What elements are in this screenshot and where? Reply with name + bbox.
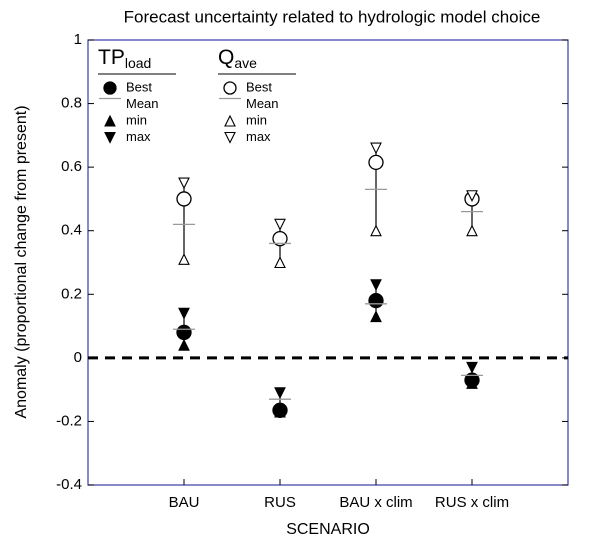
y-axis-label: Anomaly (proportional change from presen… bbox=[13, 105, 30, 418]
plot-frame bbox=[87, 39, 569, 486]
chart-title: Forecast uncertainty related to hydrolog… bbox=[124, 7, 541, 26]
point bbox=[370, 142, 382, 155]
point bbox=[272, 231, 288, 247]
legend-label: Best bbox=[126, 79, 152, 94]
point bbox=[370, 310, 382, 323]
legend-marker bbox=[224, 131, 236, 144]
legend-title: TPload bbox=[98, 46, 151, 71]
point bbox=[178, 177, 190, 190]
point bbox=[466, 190, 478, 202]
point bbox=[274, 256, 286, 269]
point bbox=[368, 292, 384, 309]
legend-title-sub: load bbox=[125, 55, 151, 71]
legend-label: min bbox=[246, 112, 267, 127]
point bbox=[178, 253, 190, 265]
legend-label: Mean bbox=[246, 96, 279, 111]
point bbox=[370, 279, 382, 291]
x-tick-label: BAU x clim bbox=[339, 494, 412, 511]
y-tick-label: 0.8 bbox=[61, 95, 82, 112]
legend-label: Mean bbox=[126, 96, 159, 111]
x-tick-label: BAU bbox=[169, 494, 200, 511]
legend-marker bbox=[224, 114, 236, 127]
legend-title-main: Q bbox=[218, 46, 234, 69]
legend-title-main: TP bbox=[98, 46, 125, 69]
point bbox=[176, 191, 192, 207]
y-tick-label: 1 bbox=[74, 31, 82, 48]
point bbox=[178, 338, 190, 351]
point bbox=[274, 405, 286, 418]
x-axis-label: SCENARIO bbox=[286, 521, 370, 538]
y-tick-label: 0.4 bbox=[61, 222, 82, 239]
point bbox=[370, 224, 382, 237]
point bbox=[274, 387, 286, 400]
y-tick-label: -0.4 bbox=[56, 476, 82, 493]
point bbox=[176, 324, 192, 341]
legend-marker bbox=[104, 114, 116, 127]
legend-marker bbox=[103, 81, 117, 95]
legend-marker bbox=[104, 131, 116, 144]
legend-label: Best bbox=[246, 79, 272, 94]
legend-marker bbox=[223, 81, 237, 95]
x-tick-label: RUS bbox=[264, 494, 296, 511]
y-tick-label: -0.2 bbox=[56, 412, 82, 429]
y-tick-label: 0 bbox=[74, 349, 82, 366]
legend-title: Qave bbox=[218, 46, 257, 71]
legend-label: max bbox=[126, 129, 151, 144]
point bbox=[466, 224, 478, 237]
point bbox=[466, 377, 478, 389]
legend-title-sub: ave bbox=[234, 55, 257, 71]
legend-label: min bbox=[126, 112, 147, 127]
point bbox=[178, 307, 190, 320]
y-tick-label: 0.2 bbox=[61, 285, 82, 302]
point bbox=[466, 361, 478, 374]
point bbox=[368, 154, 384, 171]
legend-label: max bbox=[246, 129, 271, 144]
y-tick-label: 0.6 bbox=[61, 158, 82, 175]
point bbox=[274, 218, 286, 231]
x-tick-label: RUS x clim bbox=[435, 494, 509, 511]
